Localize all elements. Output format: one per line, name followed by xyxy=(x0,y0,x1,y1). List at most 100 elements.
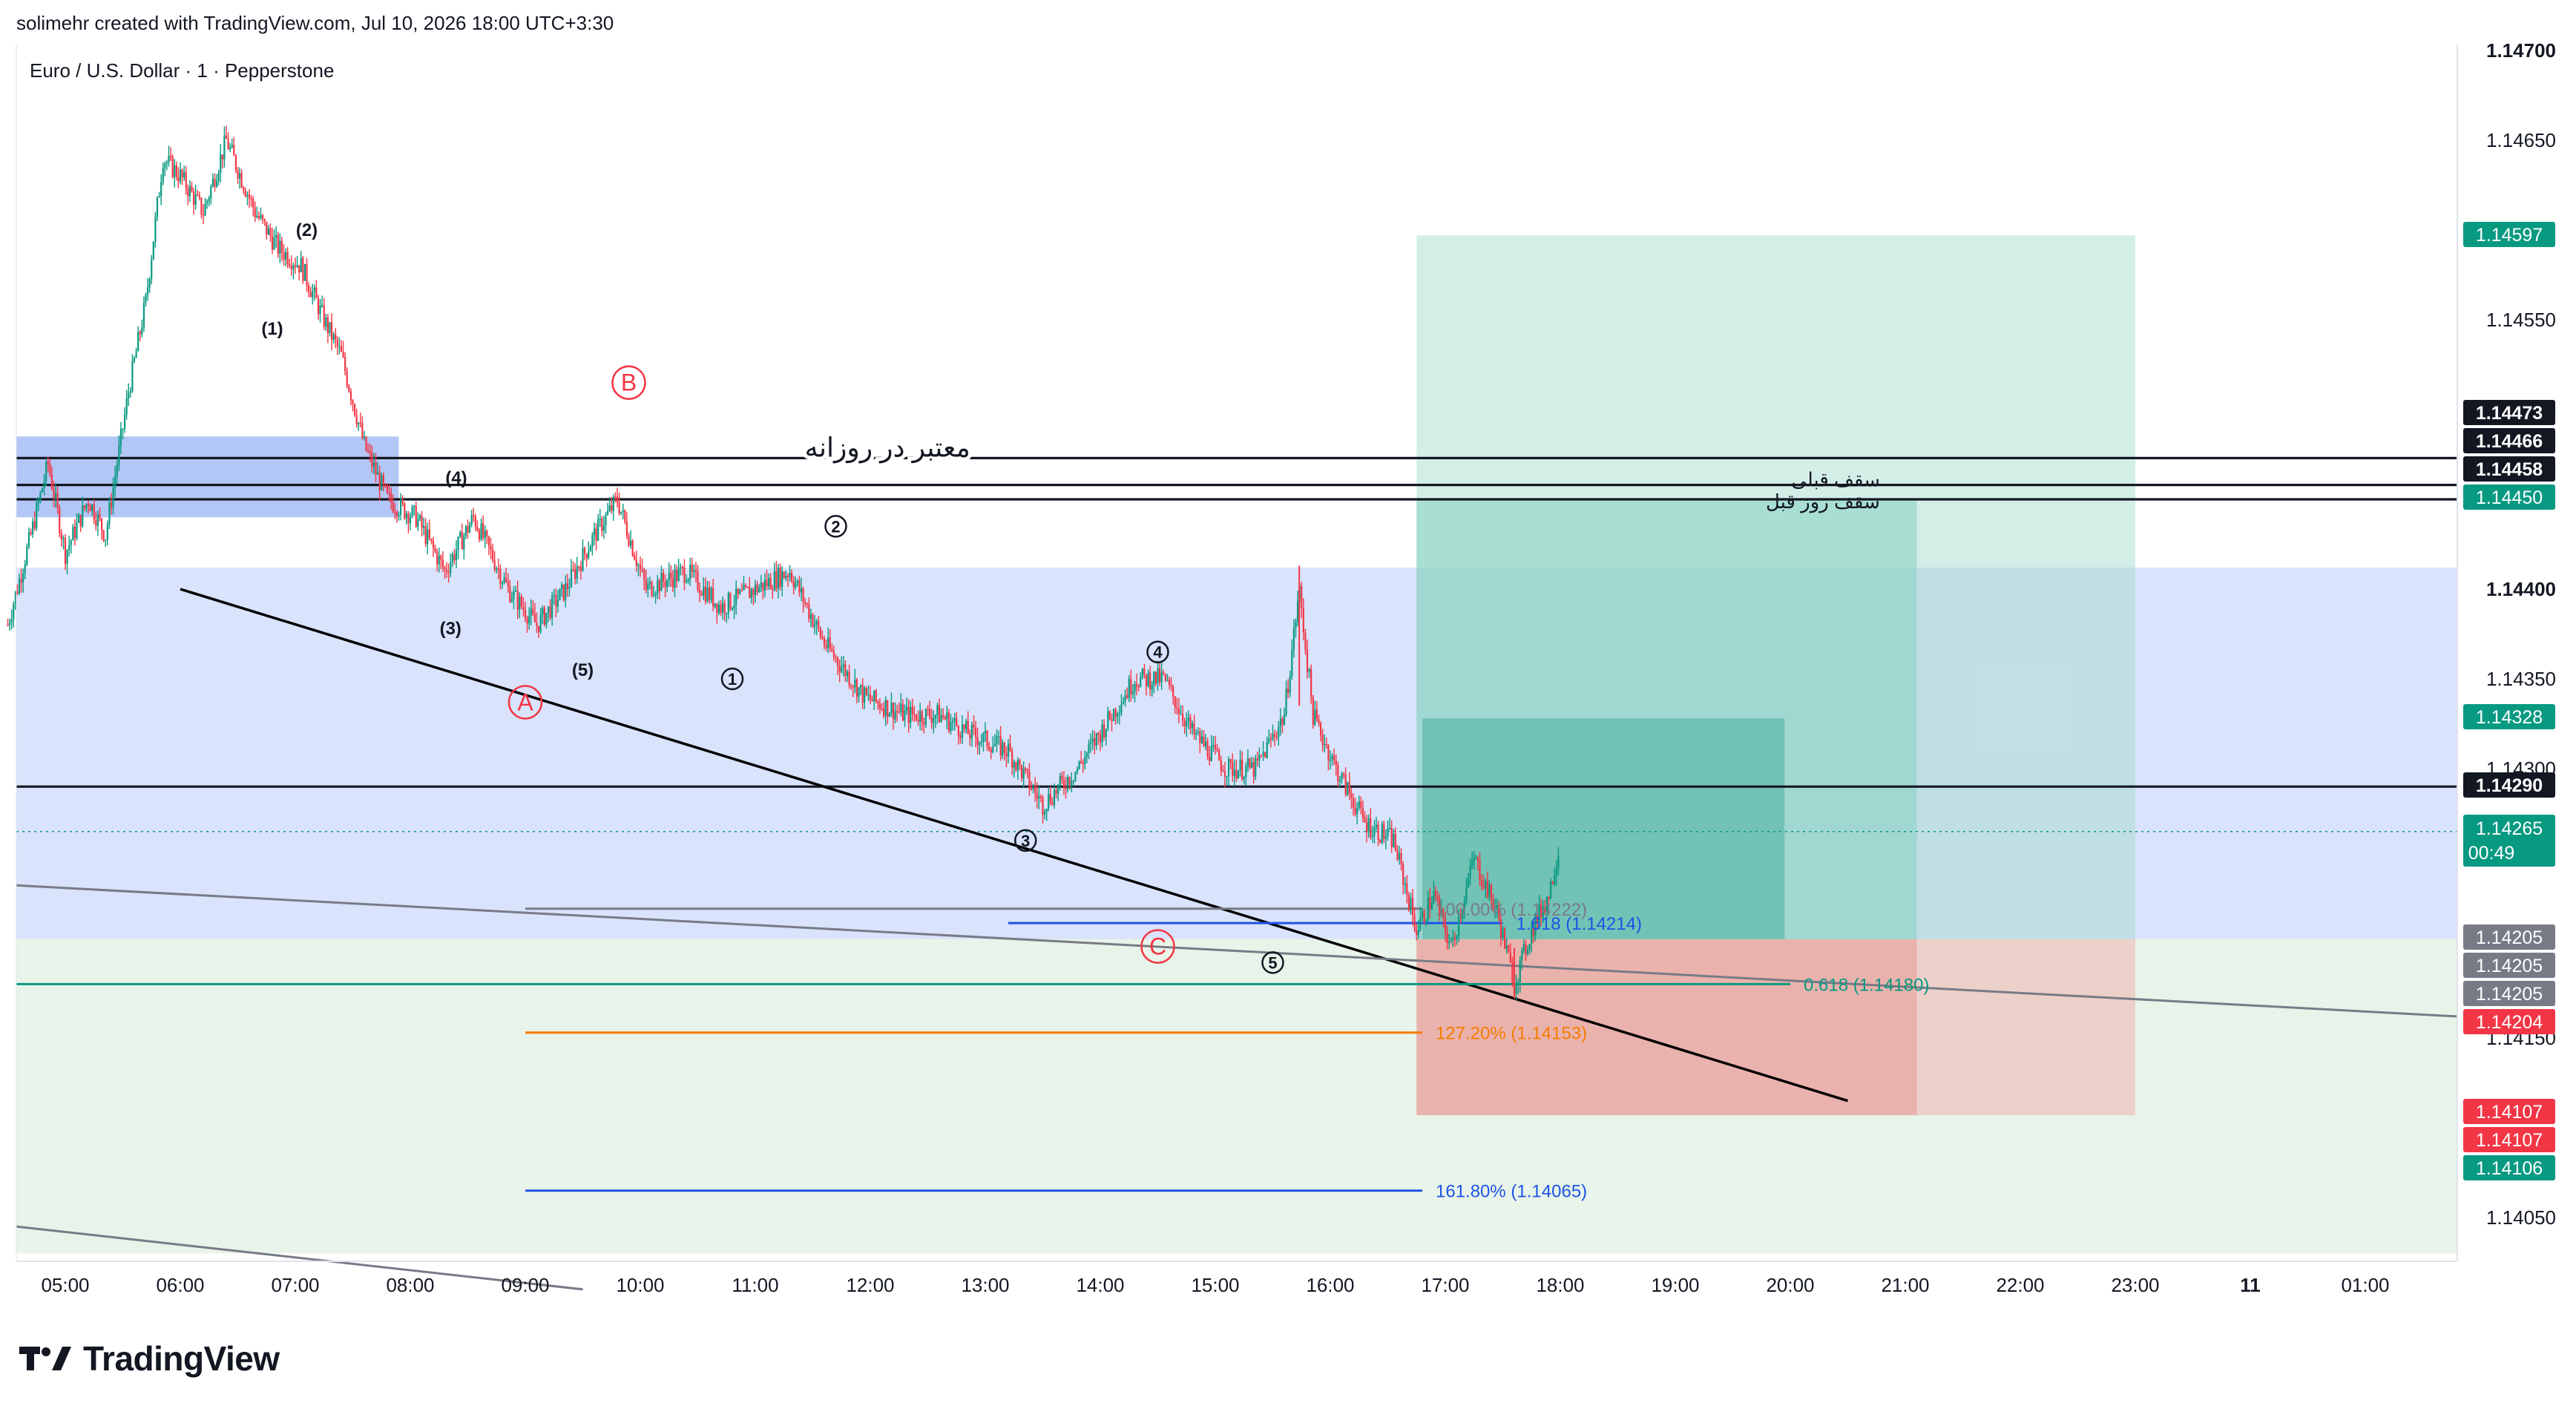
time-tick-label: 23:00 xyxy=(2111,1274,2159,1296)
candle-body xyxy=(321,305,323,306)
candle-body xyxy=(1212,744,1215,746)
candle-body xyxy=(1126,695,1128,698)
symbol-legend[interactable]: Euro / U.S. Dollar · 1 · Pepperstone xyxy=(30,59,335,82)
candle-body xyxy=(606,510,609,515)
candle-body xyxy=(1551,881,1554,884)
candle-body xyxy=(1473,858,1475,862)
candle-body xyxy=(1348,782,1350,794)
candle-body xyxy=(740,590,743,592)
candle-body xyxy=(313,287,315,292)
candle-body xyxy=(152,241,154,260)
candle-body xyxy=(924,709,927,725)
candle-body xyxy=(267,228,269,235)
candle-body xyxy=(361,423,364,438)
candle-body xyxy=(904,710,906,721)
candle-body xyxy=(798,580,801,593)
candle-body xyxy=(574,569,576,579)
candle-body xyxy=(499,568,502,584)
candle-body xyxy=(1057,784,1059,794)
candle-body xyxy=(556,600,559,607)
supply-box xyxy=(16,436,399,518)
candle-body xyxy=(605,514,607,526)
candle-body xyxy=(509,586,511,602)
axis-price-tag-text: 1.14205 xyxy=(2476,956,2543,976)
candle-body xyxy=(1203,736,1205,746)
candle-body xyxy=(965,720,967,729)
candle-body xyxy=(154,217,157,242)
candle-body xyxy=(417,519,419,527)
candle-body xyxy=(708,587,711,601)
time-tick-label: 06:00 xyxy=(156,1274,204,1296)
candle-body xyxy=(758,587,760,593)
candle-body xyxy=(1433,890,1435,903)
candle-body xyxy=(1245,766,1247,778)
candle-body xyxy=(762,582,764,591)
candle-body xyxy=(634,555,636,560)
candle-body xyxy=(358,422,360,424)
candle-body xyxy=(1503,929,1506,949)
candle-body xyxy=(1177,709,1180,715)
candle-body xyxy=(792,581,795,588)
candle-body xyxy=(800,588,803,593)
candle-body xyxy=(1045,808,1048,812)
candle-body xyxy=(729,593,732,609)
candle-body xyxy=(243,187,245,191)
price-tick-label: 1.14350 xyxy=(2486,668,2556,690)
candle-body xyxy=(378,472,381,490)
candle-body xyxy=(819,628,821,637)
candle-body xyxy=(852,686,854,688)
candle-body xyxy=(1071,781,1073,785)
candle-body xyxy=(1183,720,1186,726)
candle-body xyxy=(1301,585,1303,608)
candle-body xyxy=(260,214,262,218)
candle-body xyxy=(1342,773,1345,775)
candle-body xyxy=(662,573,665,582)
candle-body xyxy=(220,154,222,174)
candle-body xyxy=(842,664,844,668)
candle-body xyxy=(1519,959,1521,983)
candle-body xyxy=(698,589,701,594)
candle-body xyxy=(1361,807,1364,818)
candle-body xyxy=(1515,983,1517,993)
candle-body xyxy=(618,502,620,513)
candle-body xyxy=(970,724,973,739)
candle-body xyxy=(234,155,237,170)
candle-body xyxy=(1360,801,1362,808)
candle-body xyxy=(602,525,605,531)
candle-body xyxy=(392,502,394,512)
candle-body xyxy=(861,685,864,703)
candle-body xyxy=(240,173,243,188)
candle-body xyxy=(487,536,490,546)
candle-body xyxy=(1250,762,1253,768)
candle-body xyxy=(687,579,689,582)
candle-body xyxy=(422,525,425,528)
candle-body xyxy=(648,582,651,585)
candle-body xyxy=(1048,794,1050,809)
candle-body xyxy=(474,516,476,528)
candle-body xyxy=(1255,758,1257,777)
candle-body xyxy=(160,182,162,197)
candle-body xyxy=(1218,750,1220,761)
tradingview-logo[interactable]: TradingView xyxy=(19,1338,280,1379)
candle-body xyxy=(95,519,97,526)
candle-body xyxy=(85,504,88,509)
candle-body xyxy=(503,577,505,583)
candle-body xyxy=(1239,760,1241,772)
candle-body xyxy=(41,488,44,493)
candle-body xyxy=(1452,938,1454,941)
candle-body xyxy=(478,530,481,540)
candle-body xyxy=(70,540,72,545)
candle-body xyxy=(1122,701,1125,705)
candle-body xyxy=(1450,940,1452,942)
candle-body xyxy=(681,567,683,568)
candle-body xyxy=(1101,724,1103,743)
axis-price-tag-text: 1.14290 xyxy=(2476,775,2543,796)
candle-body xyxy=(855,679,858,697)
candle-body xyxy=(1538,904,1540,923)
candle-body xyxy=(808,604,810,619)
candle-body xyxy=(1480,880,1483,886)
candle-body xyxy=(1007,743,1010,757)
candle-body xyxy=(148,278,151,288)
axis-price-tag-text: 1.14204 xyxy=(2476,1012,2543,1033)
